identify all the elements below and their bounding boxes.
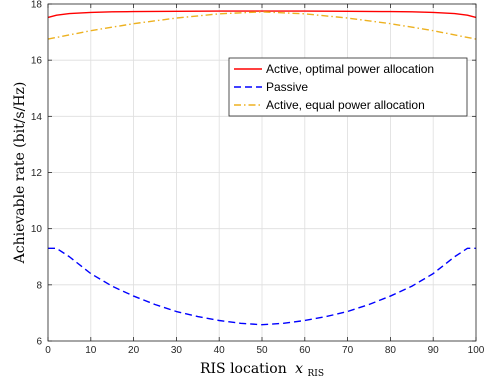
- legend-label-1: Active, optimal power allocation: [266, 62, 434, 76]
- x-tick-label: 100: [468, 345, 485, 356]
- x-tick-label: 40: [214, 345, 226, 356]
- ticks: 0 10 20 30 40 50 60 70 80 90 100 6 8 10 12 14 16 18: [31, 0, 485, 356]
- x-tick-label: 60: [299, 345, 311, 356]
- x-tick-label: 0: [45, 345, 51, 356]
- x-axis-label-var: x: [295, 361, 303, 377]
- y-tick-label: 18: [31, 0, 43, 11]
- x-tick-label: 90: [428, 345, 440, 356]
- x-tick-label: 80: [385, 345, 397, 356]
- y-tick-label: 8: [36, 280, 42, 291]
- x-axis-label-text: RIS location: [200, 361, 287, 377]
- x-axis-label-sub: RIS: [308, 369, 325, 379]
- x-tick-label: 10: [85, 345, 97, 356]
- y-axis-label: Achievable rate (bit/s/Hz): [12, 82, 28, 265]
- y-tick-label: 12: [31, 168, 43, 179]
- y-tick-label: 14: [31, 112, 43, 123]
- x-tick-label: 50: [256, 345, 268, 356]
- x-tick-label: 30: [171, 345, 183, 356]
- legend-label-3: Active, equal power allocation: [266, 98, 425, 112]
- legend: Active, optimal power allocation Passive A…: [228, 57, 468, 117]
- x-axis-label: RIS location x RIS: [200, 361, 324, 379]
- y-tick-label: 16: [31, 56, 43, 67]
- x-tick-label: 70: [342, 345, 354, 356]
- series-line-1: [47, 10, 477, 19]
- legend-label-2: Passive: [266, 80, 308, 94]
- x-tick-label: 20: [128, 345, 140, 356]
- legend-box: [228, 57, 468, 117]
- series-line-2: [48, 247, 476, 326]
- y-tick-label: 6: [36, 337, 42, 348]
- series-lines: [47, 10, 477, 326]
- series-line-3: [47, 11, 477, 40]
- y-tick-label: 10: [31, 224, 43, 235]
